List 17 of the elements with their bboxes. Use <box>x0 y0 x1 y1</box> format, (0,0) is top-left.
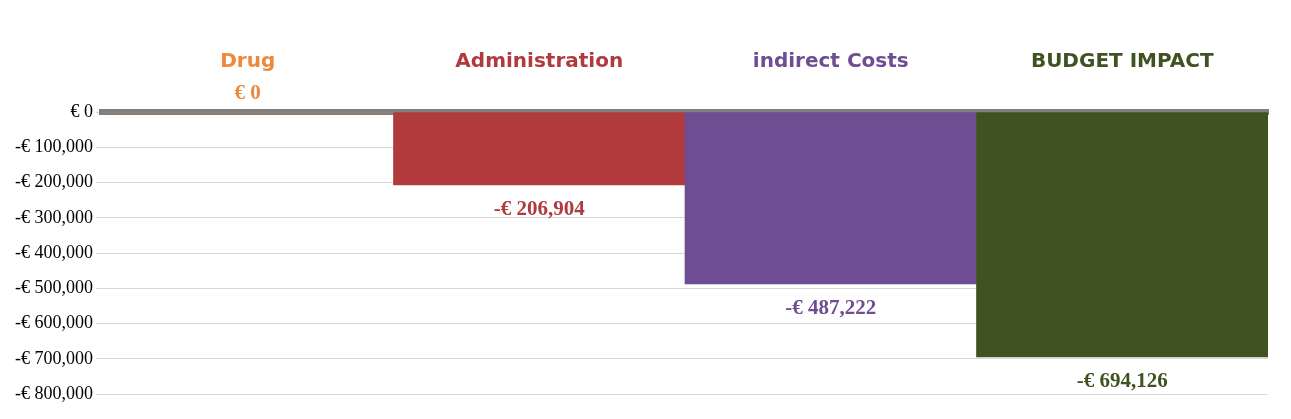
data-label: € 0 <box>234 79 261 104</box>
data-label: -€ 487,222 <box>785 294 877 319</box>
x-tick-label: Drug <box>220 48 276 73</box>
data-label: -€ 694,126 <box>1076 367 1168 392</box>
y-tick-label: -€ 300,000 <box>14 206 93 227</box>
y-tick-label: -€ 700,000 <box>14 347 93 368</box>
y-tick-label: € 0 <box>70 100 93 121</box>
y-tick-label: -€ 800,000 <box>14 382 93 403</box>
y-tick-label: -€ 200,000 <box>14 171 93 192</box>
x-tick-label: Administration <box>455 48 624 73</box>
y-tick-label: -€ 600,000 <box>14 312 93 333</box>
data-label: -€ 206,904 <box>493 195 586 220</box>
y-tick-label: -€ 400,000 <box>14 241 93 262</box>
y-tick-label: -€ 100,000 <box>14 136 93 157</box>
x-tick-label: indirect Costs <box>752 48 909 73</box>
x-tick-label: BUDGET IMPACT <box>1030 48 1214 73</box>
y-tick-label: -€ 500,000 <box>14 277 93 298</box>
